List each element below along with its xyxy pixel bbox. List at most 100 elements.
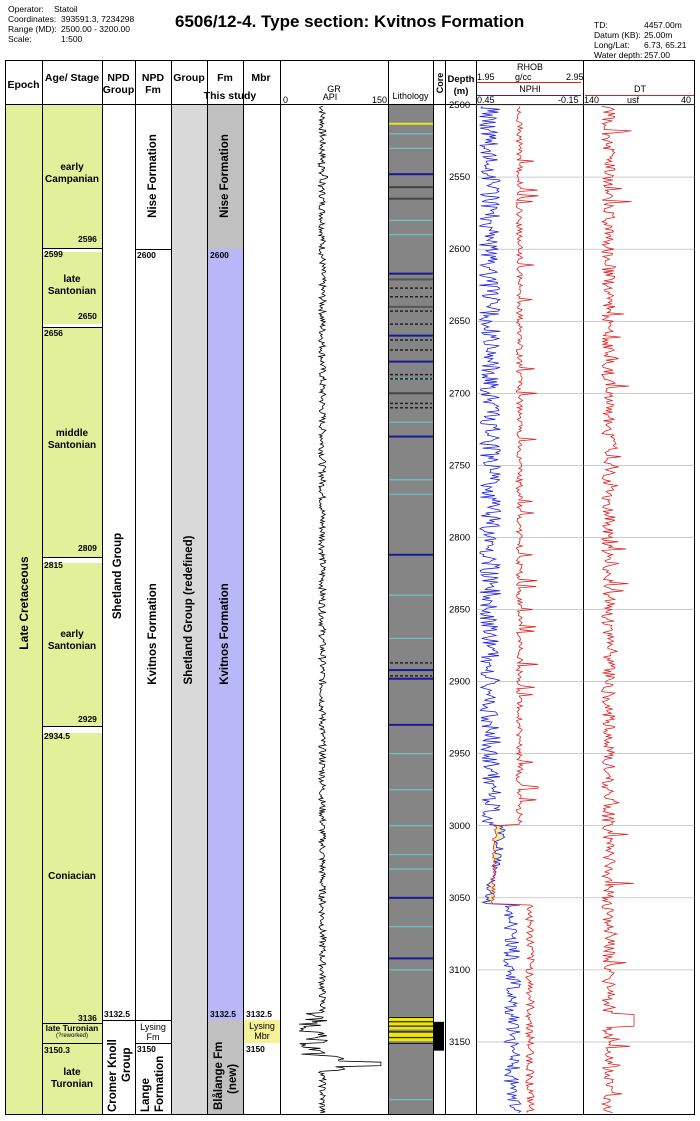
stage-middle-santonian (42, 328, 102, 557)
lithology-cyan-streak-2 (389, 219, 433, 221)
stage-base-2650: 2650 (78, 311, 97, 321)
waterdepth-value: 257.00 (644, 50, 670, 60)
group-header: Group (173, 72, 205, 84)
stage-base-2929: 2929 (78, 714, 97, 724)
lithology-streak-4 (389, 272, 433, 275)
npd-fm-label-3150: 3150 (137, 1044, 156, 1054)
stage-base-3136: 3136 (78, 1013, 97, 1023)
nphi-min: 0.45 (477, 95, 495, 105)
dt-curve (600, 106, 635, 1113)
lithology-streak-10 (389, 435, 433, 438)
npd-fm-boundary-2600 (135, 249, 171, 250)
datum-value: 25.00m (644, 30, 673, 40)
fm-blalange-fill: Blålange Fm (new) (208, 1020, 243, 1114)
waterdepth-label: Water depth: (594, 50, 643, 60)
stage-boundary-3150 (42, 1043, 102, 1044)
lithology-cyan-streak-12 (389, 825, 433, 827)
blalange-line1: Blålange Fm (213, 1042, 225, 1110)
scale-label: Scale: (8, 34, 32, 44)
divider-group (207, 60, 208, 1115)
epoch-header: Epoch (7, 79, 40, 91)
lithology-streak-13 (389, 677, 433, 680)
lithology-streak-7 (389, 334, 433, 337)
npd-group-boundary-label: 3132.5 (104, 1009, 130, 1019)
stage-name-coniacian: Coniacian (48, 871, 96, 882)
divider-gr (388, 60, 389, 1115)
nphi-curve (478, 106, 522, 1113)
lithology-cyan-streak-5 (389, 421, 433, 423)
rhob-scale-line (477, 82, 581, 83)
gr-curve (298, 105, 382, 1114)
fm-label-3132: 3132.5 (210, 1009, 236, 1019)
fm-kvitnos-fill (208, 249, 243, 1020)
stage-late-turonian-reworked (42, 1023, 102, 1043)
stage-boundary-2596 (42, 248, 102, 249)
depth-tick-label-2900: 2900 (449, 677, 470, 688)
stage-note-reworked: (?reworked) (55, 1033, 88, 1039)
stage-name-middle-santonian: middle Santonian (47, 428, 97, 451)
stage-name-early-santonian: early Santonian (47, 629, 97, 652)
npd-group-cromer: Cromer Knoll Group (104, 1022, 134, 1114)
lithology-sand-2 (389, 1025, 433, 1030)
well-info-left: Operator: Statoil Coordinates: 393591.3, 7… (8, 4, 134, 44)
rhob-curve (491, 106, 539, 1113)
npd-fm-boundary-3132 (135, 1020, 171, 1021)
lithology-sand-4 (389, 1037, 433, 1042)
lithology-cyan-streak-11 (389, 789, 433, 791)
divider-fm (243, 60, 244, 1115)
datum-label: Datum (KB): (594, 30, 641, 40)
lithology-streak-5 (389, 278, 433, 281)
lithology-sand-line-0 (389, 1016, 433, 1018)
group-shetland-redefined-fill (172, 105, 207, 1114)
range-value: 2500.00 - 3200.00 (61, 24, 131, 34)
gr-max: 150 (372, 95, 388, 105)
core-interval (434, 1021, 444, 1051)
nphi-scale-line (477, 95, 581, 96)
lithology-cyan-streak-3 (389, 234, 433, 236)
stage-name-late-turonian-reworked: late Turonian (45, 1023, 99, 1033)
lithology-sand-3 (389, 1032, 433, 1037)
lithology-streak-3 (389, 197, 433, 200)
depth-tick-label-3000: 3000 (449, 821, 470, 832)
lithology-cyan-streak-1 (389, 147, 433, 149)
operator-label: Operator: (8, 4, 44, 14)
mbr-label-3150: 3150 (246, 1044, 265, 1054)
lithology-streak-9 (389, 392, 433, 395)
divider-rhob (583, 60, 584, 1115)
lithology-shale-fill (389, 105, 433, 1114)
lithology-cyan-streak-6 (389, 479, 433, 481)
lithology-sand-1 (389, 1021, 433, 1026)
rhob-header: RHOB (516, 62, 543, 72)
lithology-header: Lithology (392, 91, 429, 101)
fm-label-2600: 2600 (210, 250, 229, 260)
stage-name-early-campanian: early Campanian (45, 162, 99, 185)
dt-min: 140 (584, 95, 600, 105)
depth-tick-label-2500: 2500 (449, 100, 470, 111)
stage-early-campanian (42, 105, 102, 248)
lithology-cyan-streak-8 (389, 594, 433, 596)
dt-header: DT (634, 84, 646, 94)
stage-late-turonian (42, 1043, 102, 1114)
lithology-sand-line-4 (389, 1037, 433, 1039)
stage-top-3150-3: 3150.3 (44, 1045, 70, 1055)
lithology-streak-16 (389, 957, 433, 960)
lithology-streak-0 (389, 122, 433, 125)
operator-value: Statoil (54, 4, 78, 14)
lithology-streak-1 (389, 173, 433, 176)
rhob-min: 1.95 (477, 72, 495, 82)
lithology-sand-line-5 (389, 1042, 433, 1044)
stage-base-2596: 2596 (78, 234, 97, 244)
lithology-streak-15 (389, 896, 433, 899)
td-label: TD: (594, 20, 608, 30)
gr-unit: API (322, 92, 338, 102)
depth-tick-label-3150: 3150 (449, 1037, 470, 1048)
lithology-sand-0 (389, 1016, 433, 1021)
lithology-cyan-streak-16 (389, 969, 433, 971)
cromer-knoll-text-svg: Cromer Knoll Group (107, 1039, 133, 1112)
stage-top-2599: 2599 (44, 249, 63, 259)
cromer-knoll-line1: Cromer Knoll (107, 1039, 119, 1112)
coordinates-label: Coordinates: (8, 14, 57, 24)
stage-base-2809: 2809 (78, 543, 97, 553)
npd-fm-lange: Lange Formation (136, 1054, 170, 1114)
